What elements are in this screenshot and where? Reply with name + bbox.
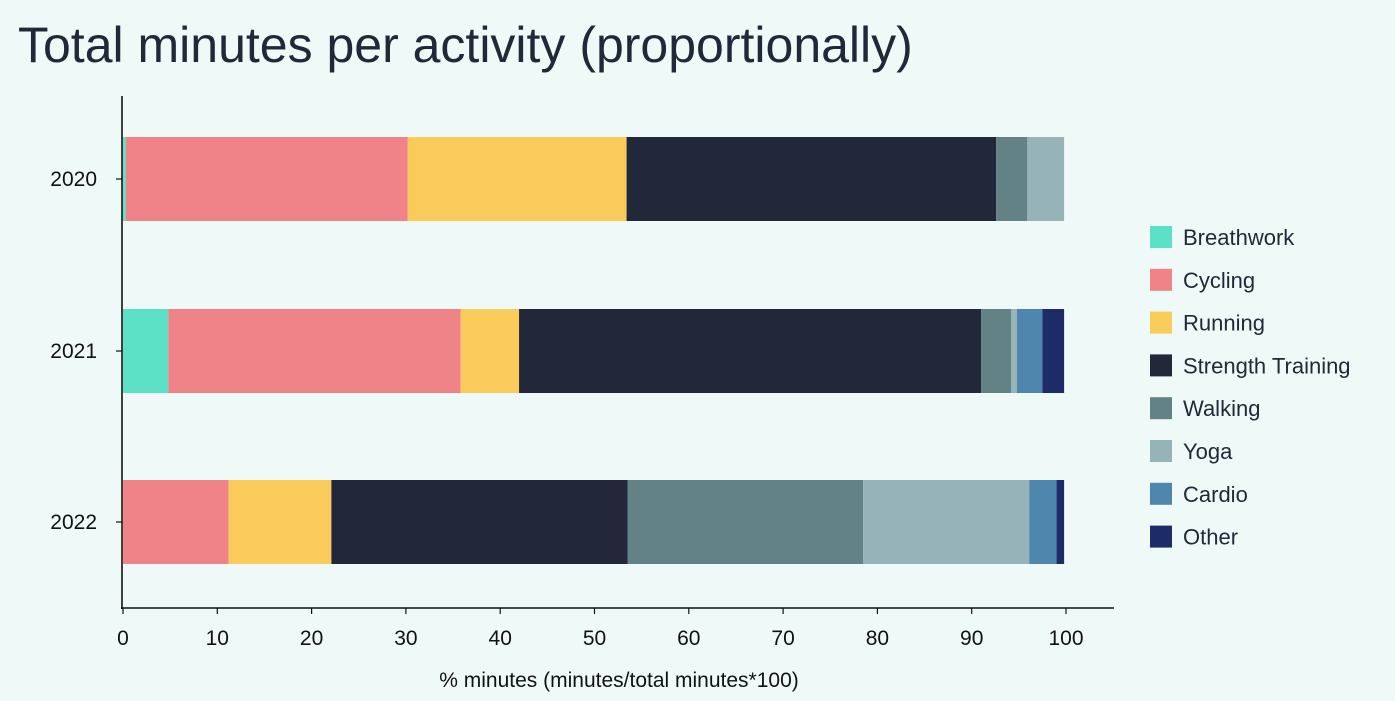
bar-2021-walking [981,309,1012,393]
chart-title: Total minutes per activity (proportional… [18,17,913,73]
x-tick-label: 0 [117,627,129,650]
bar-2020-yoga [1027,137,1065,221]
legend-swatch-strength-training [1150,354,1172,377]
legend-swatch-cycling [1150,268,1172,291]
legend-swatch-cardio [1150,482,1172,505]
bar-2021-running [460,309,520,393]
x-tick-label: 10 [206,627,229,650]
bar-2020-cycling [125,137,408,221]
legend-label: Strength Training [1183,353,1351,378]
x-tick-label: 80 [866,627,889,650]
bar-2021-yoga [1011,309,1017,393]
bar-2020-breathwork [123,137,126,221]
legend-label: Breathwork [1183,225,1295,250]
x-tick-label: 20 [300,627,323,650]
y-ticks-layer: 2020 2021 2022 [50,168,122,534]
y-tick-label: 2021 [50,340,97,363]
legend-swatch-walking [1150,397,1172,420]
x-tick-label: 50 [583,627,606,650]
bar-2021-strength-training [519,309,982,393]
legend-swatch-other [1150,525,1172,548]
legend-label: Yoga [1183,439,1233,464]
x-axis-label: % minutes (minutes/total minutes*100) [439,669,799,692]
bar-2022-running [228,480,332,564]
x-tick-label: 40 [489,627,512,650]
legend-label: Cycling [1183,268,1255,293]
bar-2021-cardio [1016,309,1043,393]
legend-swatch-running [1150,311,1172,334]
legend: Breathwork Cycling Running Strength Trainin… [1150,225,1351,550]
bars-layer [123,137,1065,564]
x-tick-label: 90 [960,627,983,650]
bar-2022-other [1056,480,1065,564]
bar-2020-strength-training [626,137,997,221]
x-tick-label: 30 [394,627,417,650]
x-tick-label: 70 [771,627,794,650]
legend-swatch-breathwork [1150,226,1172,248]
y-tick-label: 2022 [50,511,97,534]
bar-2022-cycling [123,480,229,564]
bar-2021-cycling [168,309,461,393]
x-tick-label: 60 [677,627,700,650]
legend-swatch-yoga [1150,440,1172,462]
bar-2020-running [407,137,627,221]
legend-label: Cardio [1183,482,1248,507]
bar-2022-yoga [863,480,1030,564]
bar-2022-strength-training [331,480,628,564]
legend-label: Running [1183,311,1265,336]
legend-label: Walking [1183,396,1260,421]
bar-2021-breathwork [123,309,169,393]
x-tick-label: 100 [1048,627,1083,650]
bar-2022-cardio [1029,480,1057,564]
bar-2020-walking [996,137,1028,221]
bar-2022-walking [627,480,864,564]
x-ticks-layer: 0 10 20 30 40 50 60 70 80 90 100 [117,608,1084,650]
legend-label: Other [1183,525,1238,550]
y-tick-label: 2020 [50,168,97,191]
bar-2021-other [1042,309,1065,393]
